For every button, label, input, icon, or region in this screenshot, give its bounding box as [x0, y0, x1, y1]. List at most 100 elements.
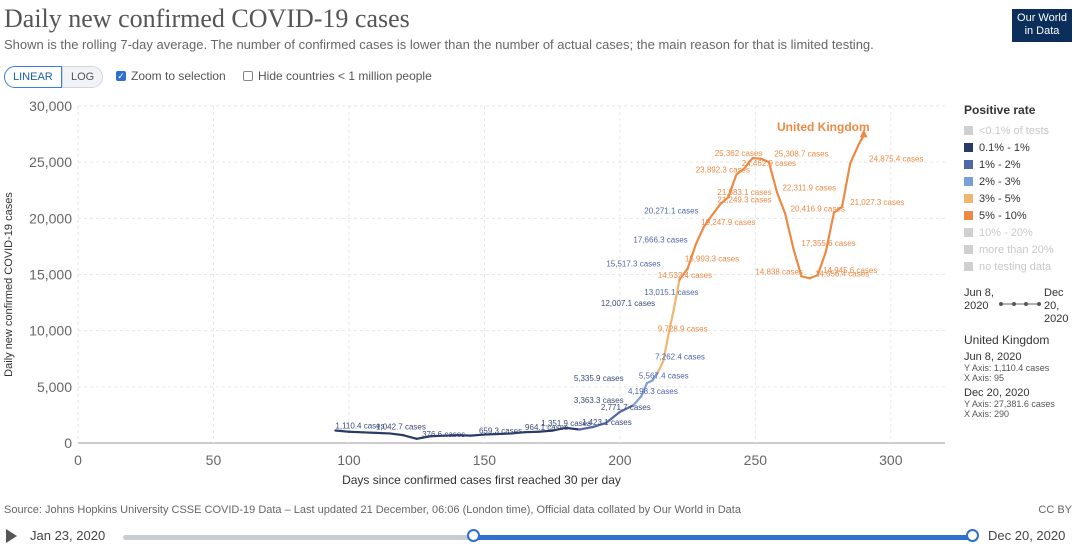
data-label: 24,462.9 cases — [742, 159, 796, 168]
data-label: 659.3 cases — [479, 427, 522, 436]
legend-item[interactable]: 3% - 5% — [964, 190, 1076, 207]
series-segment — [361, 431, 378, 434]
line-chart[interactable]: 0 5,000 10,000 15,000 20,000 25,000 30,000 0 50 1… — [0, 92, 955, 492]
timespan-sparkline: Jun 8, 2020 Dec 20, 2020 — [964, 287, 1076, 327]
series-segment — [334, 429, 351, 433]
x-tick-label: 50 — [206, 452, 222, 468]
entity-name: United Kingdom — [964, 333, 1050, 347]
legend-label: 2% - 3% — [979, 175, 1021, 188]
zoom-to-selection-label: Zoom to selection — [131, 69, 226, 83]
legend-title: Positive rate — [964, 103, 1036, 117]
data-label: 1,351.9 cases — [541, 419, 591, 428]
series-segment — [510, 431, 527, 435]
x-tick-label: 150 — [473, 452, 497, 468]
log-scale-button[interactable]: LOG — [62, 66, 104, 88]
data-label: 5,335.9 cases — [574, 374, 624, 383]
linear-scale-button[interactable]: LINEAR — [4, 66, 62, 88]
legend-label: 1% - 2% — [979, 158, 1021, 171]
series-segment — [537, 429, 554, 433]
series-segment — [442, 434, 459, 437]
series-segment — [402, 434, 418, 440]
data-label: 17,355.6 cases — [801, 239, 855, 248]
series-0 — [334, 129, 868, 440]
legend-item[interactable]: <0.1% of tests — [964, 122, 1076, 139]
data-label: 12,007.1 cases — [601, 299, 655, 308]
legend-item[interactable]: 0.1% - 1% — [964, 139, 1076, 156]
series-segment — [667, 307, 676, 335]
y-axis-label: Daily new confirmed COVID-19 cases — [3, 192, 15, 377]
series-segment — [727, 173, 738, 199]
series-segment — [388, 432, 405, 437]
data-label: 21,249.3 cases — [717, 195, 771, 204]
data-label: 14,838 cases — [755, 267, 803, 276]
legend-swatch — [964, 245, 973, 254]
series-segment — [591, 421, 608, 429]
series-segment — [784, 212, 795, 250]
legend-item[interactable]: no testing data — [964, 258, 1076, 275]
data-label: 15,993.3 cases — [685, 254, 739, 263]
legend-item[interactable]: 5% - 10% — [964, 207, 1076, 224]
series-segment — [618, 404, 635, 413]
series-segment — [640, 381, 649, 397]
legend-swatch — [964, 177, 973, 186]
play-icon[interactable] — [6, 529, 17, 543]
logo-line-1: Our World — [1017, 12, 1067, 24]
data-label: 14,656.4 cases — [815, 269, 869, 278]
legend-label: <0.1% of tests — [979, 124, 1050, 137]
series-segment — [632, 394, 643, 407]
data-label: 5,567.4 cases — [639, 371, 689, 380]
legend-swatch — [964, 160, 973, 169]
x-tick-label: 0 — [74, 452, 82, 468]
logo-line-2: in Data — [1024, 25, 1060, 37]
legend-label: 3% - 5% — [979, 192, 1021, 205]
legend-swatch — [964, 126, 973, 135]
chart-title: Daily new confirmed COVID-19 cases — [4, 4, 410, 33]
data-label: 25,362 cases — [715, 149, 763, 158]
data-label: 14,945.6 cases — [823, 266, 877, 275]
hide-small-countries-label: Hide countries < 1 million people — [258, 69, 432, 83]
series-end-arrow — [859, 129, 868, 138]
zoom-to-selection-checkbox[interactable]: ✓ Zoom to selection — [116, 69, 226, 83]
data-label: 1,110.4 cases — [335, 422, 384, 431]
series-segment — [743, 157, 754, 170]
hide-small-countries-checkbox[interactable]: Hide countries < 1 million people — [243, 69, 432, 83]
legend-item[interactable]: 10% - 20% — [964, 224, 1076, 241]
owid-logo[interactable]: Our World in Data — [1012, 9, 1072, 42]
legend-item[interactable]: more than 20% — [964, 241, 1076, 258]
x-axis-label: Days since confirmed cases first reached… — [342, 473, 621, 487]
legend-item[interactable]: 2% - 3% — [964, 173, 1076, 190]
entity-end-date: Dec 20, 2020 — [964, 387, 1030, 399]
timeline-end-handle[interactable] — [966, 529, 979, 542]
legend-swatch — [964, 228, 973, 237]
timespan-start: Jun 8, 2020 — [964, 287, 994, 312]
series-segment — [605, 410, 621, 424]
timeline-slider[interactable]: Jan 23, 2020 Dec 20, 2020 — [0, 526, 1080, 548]
data-label: 15,517.3 cases — [606, 260, 660, 269]
license-link[interactable]: CC BY — [1038, 504, 1072, 516]
legend-swatch — [964, 262, 973, 271]
data-label: 21,027.3 cases — [850, 198, 904, 207]
series-segment — [849, 144, 860, 165]
series-segment — [694, 225, 705, 246]
data-label: 964.1 cases — [525, 423, 568, 432]
series-segment — [578, 425, 594, 431]
series-segment — [702, 214, 714, 228]
data-label: 20,271.1 cases — [644, 206, 698, 215]
series-segment — [686, 243, 697, 270]
x-tick-label: 250 — [744, 452, 768, 468]
series-segment — [767, 161, 779, 194]
y-tick-label: 0 — [64, 435, 72, 451]
source-note[interactable]: Source: Johns Hopkins University CSSE CO… — [4, 504, 741, 516]
timeline-start-handle[interactable] — [467, 529, 480, 542]
series-segment — [678, 267, 689, 281]
series-segment — [347, 430, 364, 434]
data-label: 9,728.9 cases — [658, 325, 708, 334]
x-tick-label: 300 — [879, 452, 903, 468]
entity-start-date: Jun 8, 2020 — [964, 351, 1022, 363]
series-segment — [719, 196, 730, 206]
series-segment — [800, 275, 811, 280]
legend-swatch — [964, 194, 973, 203]
data-label: 13,015.1 cases — [644, 288, 698, 297]
legend-item[interactable]: 1% - 2% — [964, 156, 1076, 173]
legend-label: no testing data — [979, 260, 1052, 273]
